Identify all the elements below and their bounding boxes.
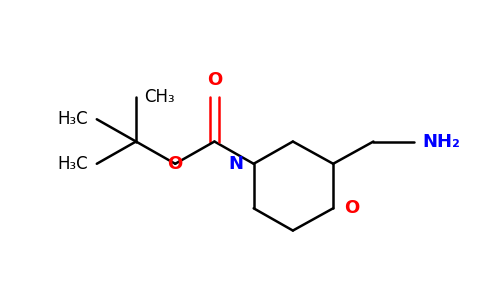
Text: CH₃: CH₃ [145, 88, 175, 106]
Text: H₃C: H₃C [58, 110, 88, 128]
Text: N: N [228, 155, 243, 173]
Text: H₃C: H₃C [58, 155, 88, 173]
Text: O: O [167, 155, 183, 173]
Text: O: O [207, 70, 222, 88]
Text: O: O [344, 199, 359, 217]
Text: NH₂: NH₂ [422, 133, 460, 151]
